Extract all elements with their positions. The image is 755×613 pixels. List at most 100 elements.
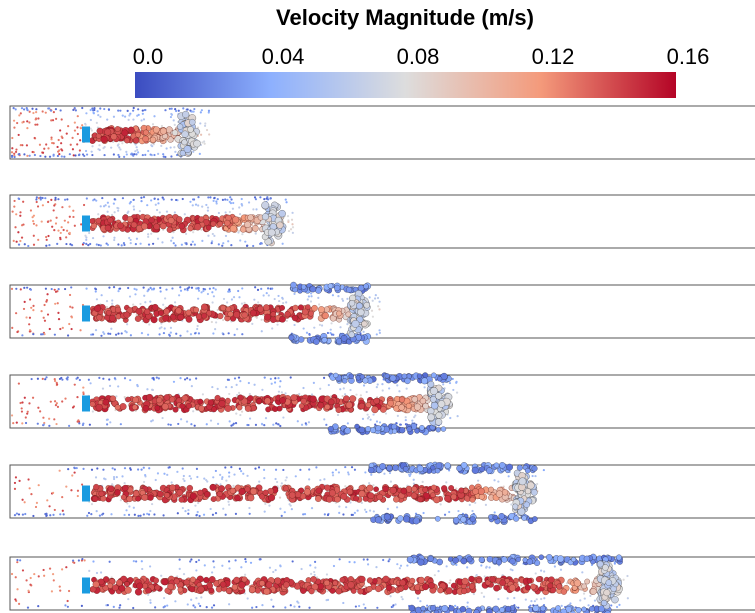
- particle: [290, 376, 292, 378]
- particle: [497, 598, 499, 600]
- particle: [199, 153, 201, 155]
- particle: [144, 154, 146, 156]
- particle: [203, 140, 205, 142]
- particle: [143, 513, 145, 515]
- particle: [113, 478, 115, 480]
- particle: [91, 154, 93, 156]
- particle: [113, 202, 115, 204]
- particle: [481, 592, 483, 594]
- particle: [81, 107, 83, 109]
- particle: [543, 570, 545, 572]
- particle: [228, 332, 230, 334]
- particle: [150, 233, 152, 235]
- particle: [283, 486, 289, 492]
- particle: [238, 296, 240, 298]
- particle: [91, 469, 93, 471]
- particle: [310, 396, 317, 403]
- particle: [182, 478, 184, 480]
- particle: [74, 122, 76, 124]
- particle: [16, 559, 18, 561]
- particle: [258, 466, 260, 468]
- colorbar-tick-label: 0.04: [262, 44, 305, 69]
- particle: [58, 149, 60, 151]
- particle: [478, 488, 485, 495]
- particle: [338, 505, 340, 507]
- particle: [330, 329, 332, 331]
- particle: [266, 196, 268, 198]
- particle: [111, 214, 113, 216]
- particle: [319, 388, 321, 390]
- particle: [457, 415, 459, 417]
- particle: [330, 322, 332, 324]
- particle: [472, 467, 479, 474]
- particle: [142, 113, 144, 115]
- particle: [175, 333, 177, 335]
- particle: [25, 416, 27, 418]
- particle: [91, 129, 93, 131]
- particle: [589, 606, 594, 611]
- particle: [198, 399, 203, 404]
- particle: [45, 112, 47, 114]
- particle: [225, 386, 227, 388]
- particle: [194, 606, 196, 608]
- particle: [114, 377, 116, 379]
- particle: [102, 469, 104, 471]
- particle: [452, 389, 454, 391]
- particle: [44, 156, 46, 158]
- particle: [95, 476, 97, 478]
- particle: [22, 223, 24, 225]
- particle: [496, 559, 502, 565]
- particle: [72, 559, 74, 561]
- particle: [618, 604, 620, 606]
- particle: [525, 488, 531, 494]
- particle: [36, 502, 38, 504]
- particle: [100, 205, 102, 207]
- particle: [26, 287, 28, 289]
- particle: [175, 308, 181, 314]
- particle: [581, 571, 583, 573]
- particle: [155, 585, 161, 591]
- particle: [146, 394, 153, 401]
- particle: [88, 379, 90, 381]
- particle: [241, 410, 243, 412]
- particle: [155, 405, 160, 410]
- particle: [167, 423, 169, 425]
- particle: [233, 473, 235, 475]
- particle: [45, 143, 47, 145]
- particle: [157, 491, 163, 497]
- particle: [207, 210, 209, 212]
- particle: [166, 147, 168, 149]
- particle: [147, 334, 149, 336]
- particle: [65, 566, 67, 568]
- particle: [446, 587, 453, 594]
- particle: [436, 427, 441, 432]
- particle: [359, 403, 365, 409]
- particle: [167, 583, 174, 590]
- particle: [429, 582, 435, 588]
- particle: [38, 484, 40, 486]
- particle: [117, 385, 119, 387]
- particle: [244, 558, 246, 560]
- particle: [277, 377, 279, 379]
- particle: [214, 328, 216, 330]
- particle: [453, 557, 459, 563]
- particle: [23, 287, 25, 289]
- particle: [43, 317, 45, 319]
- particle: [59, 586, 61, 588]
- particle: [235, 413, 237, 415]
- particle: [200, 134, 202, 136]
- particle: [517, 607, 519, 609]
- particle: [58, 139, 60, 141]
- particle: [367, 577, 373, 583]
- particle: [115, 307, 121, 313]
- particle: [14, 488, 16, 490]
- particle: [279, 497, 281, 499]
- particle: [238, 395, 243, 400]
- particle: [468, 576, 474, 582]
- particle: [506, 464, 512, 470]
- particle: [466, 566, 468, 568]
- particle: [249, 587, 255, 593]
- particle: [32, 515, 34, 517]
- particle: [194, 224, 201, 231]
- particle: [78, 422, 80, 424]
